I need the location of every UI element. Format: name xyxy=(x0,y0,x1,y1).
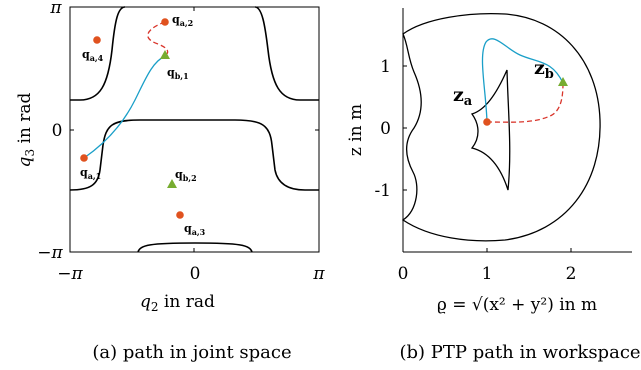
label-qa1: qa,1 xyxy=(80,166,101,181)
marker-qa3 xyxy=(176,211,184,219)
panel-a-path-red xyxy=(147,21,169,57)
label-za: za xyxy=(453,84,473,109)
marker-qa4 xyxy=(93,36,101,44)
label-zb: zb xyxy=(534,57,554,82)
panel-a-path-blue xyxy=(83,55,166,159)
panel-b-workspace-inner xyxy=(470,69,511,191)
caption-a: (a) path in joint space xyxy=(92,342,291,363)
panel-b-ytick-label-0: 0 xyxy=(380,119,391,139)
marker-qb1 xyxy=(160,50,170,59)
panel-a-xtick-label-right: π xyxy=(312,264,325,284)
panel-a-ytick-label-bot: −π xyxy=(37,243,63,263)
marker-zb xyxy=(558,77,568,86)
label-qa2: qa,2 xyxy=(172,13,193,28)
label-qa3: qa,3 xyxy=(184,222,206,237)
panel-a-xlabel: q2 in rad xyxy=(140,292,215,314)
panel-a-ytick-label-top: π xyxy=(49,0,62,18)
panel-b-xtick-label-0: 0 xyxy=(398,264,409,284)
panel-a-ylabel: q3 in rad xyxy=(15,92,37,167)
marker-qb2 xyxy=(167,179,177,188)
panel-b-workspace-outer xyxy=(401,13,601,242)
panel-b-ylabel: z in m xyxy=(346,104,366,156)
panel-b-path-red xyxy=(486,82,564,123)
panel-a-boundary-middle xyxy=(69,119,319,191)
marker-za xyxy=(483,118,491,126)
panel-b-ytick-label-1: 1 xyxy=(380,57,391,77)
label-qb1: qb,1 xyxy=(167,66,189,81)
panel-b-xlabel: ϱ = √(x² + y²) in m xyxy=(437,295,597,315)
panel-a-ytick-label-mid: 0 xyxy=(52,121,63,141)
panel-b-xtick-label-2: 2 xyxy=(566,264,577,284)
panel-a-boundary-lower xyxy=(137,242,253,253)
marker-qa1 xyxy=(80,154,88,162)
panel-b-path-blue xyxy=(481,38,564,123)
panel-b-ytick-label-m1: -1 xyxy=(374,181,391,201)
panel-a: qa,2 qa,4 qb,1 qa,1 qb,2 qa,3 π 0 −π −π … xyxy=(15,0,325,363)
marker-qa2 xyxy=(161,18,169,26)
panel-b-xtick-label-1: 1 xyxy=(482,264,493,284)
panel-a-xtick-label-mid: 0 xyxy=(190,264,201,284)
panel-a-xtick-label-left: −π xyxy=(57,264,83,284)
panel-b: za zb 1 0 -1 0 1 2 ϱ = √(x² + y²) in m z… xyxy=(346,8,641,363)
panel-a-boundary-upper xyxy=(70,6,319,101)
label-qb2: qb,2 xyxy=(175,168,197,183)
label-qa4: qa,4 xyxy=(82,48,104,63)
caption-b: (b) PTP path in workspace xyxy=(399,342,640,363)
